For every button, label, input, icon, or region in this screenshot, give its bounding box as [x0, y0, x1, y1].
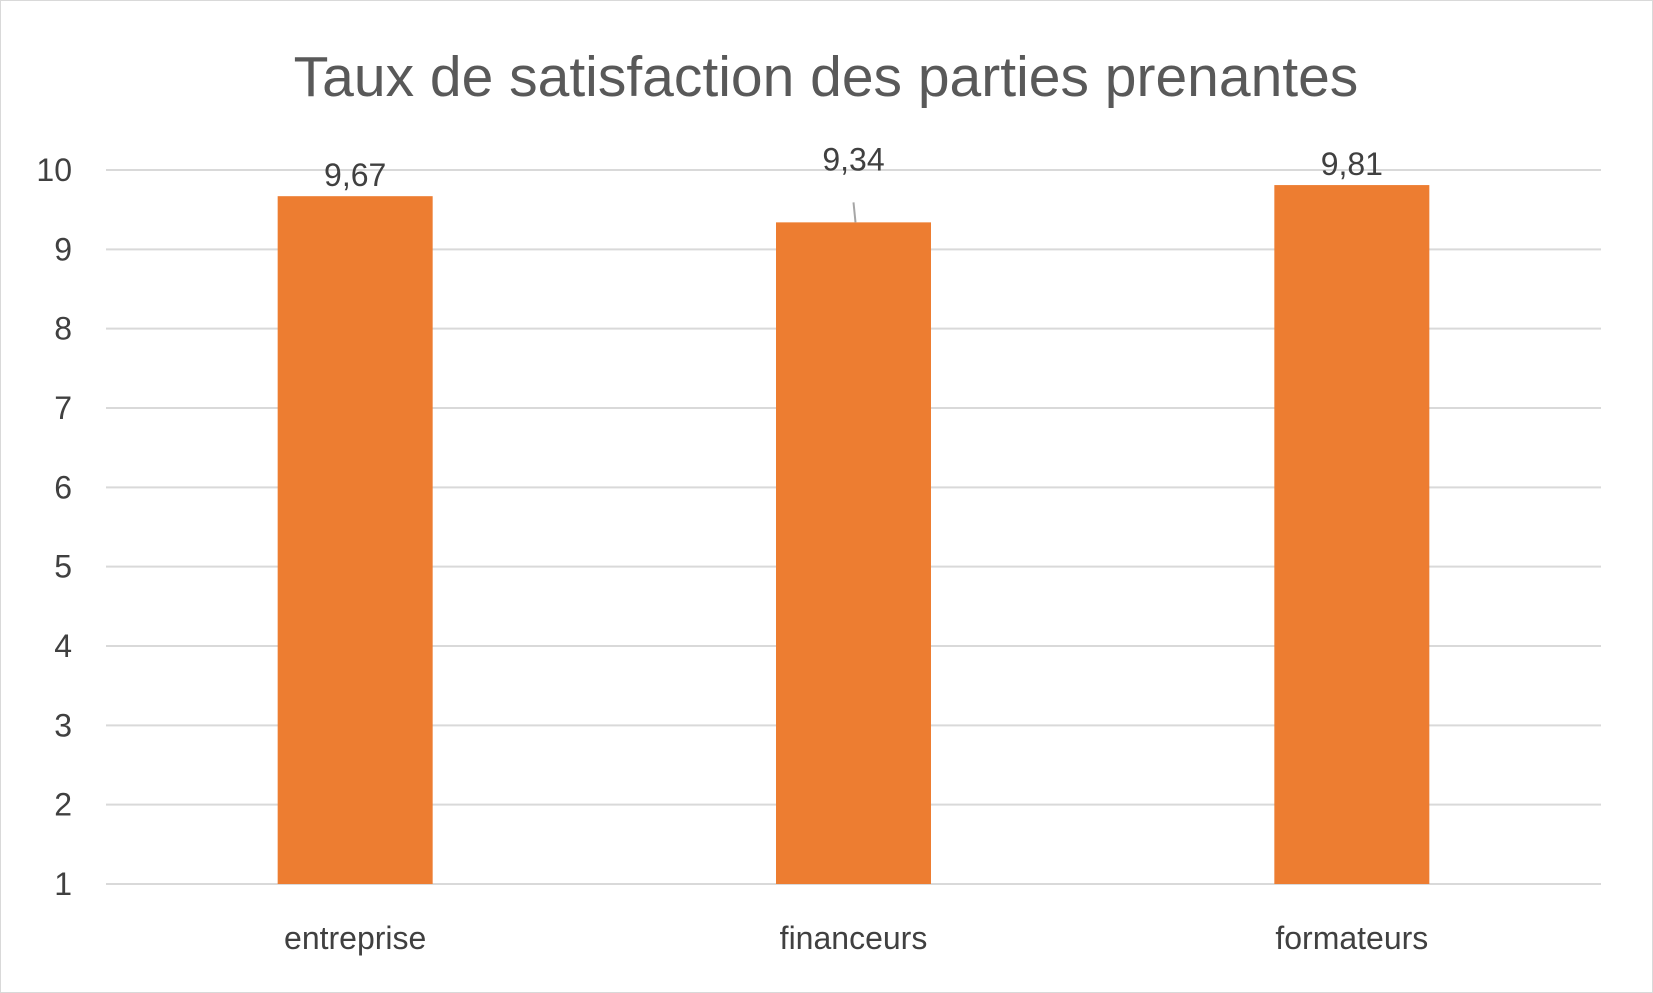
y-tick-label: 1: [54, 866, 72, 902]
y-tick-label: 8: [54, 311, 72, 347]
bar-financeurs: [776, 222, 931, 885]
bar-formateurs: [1274, 185, 1430, 884]
x-axis-category-labels: entreprise financeurs formateurs: [284, 920, 1428, 956]
y-tick-label: 6: [54, 469, 72, 505]
y-tick-label: 9: [54, 231, 72, 267]
data-label-financeurs: 9,34: [822, 141, 884, 177]
bar-entreprise: [277, 196, 433, 884]
x-category-label-formateurs: formateurs: [1275, 920, 1428, 956]
y-tick-label: 3: [54, 707, 72, 743]
y-axis-tick-labels: 1 2 3 4 5 6 7 8 9 10: [36, 152, 72, 902]
chart-title: Taux de satisfaction des parties prenant…: [294, 45, 1359, 109]
data-label-leader-line: [852, 202, 857, 223]
y-tick-label: 2: [54, 787, 72, 823]
y-tick-label: 7: [54, 390, 72, 426]
x-category-label-financeurs: financeurs: [780, 920, 928, 956]
x-category-label-entreprise: entreprise: [284, 920, 426, 956]
y-tick-label: 5: [54, 549, 72, 585]
data-labels: 9,67 9,34 9,81: [324, 141, 1383, 223]
y-tick-label: 4: [54, 628, 72, 664]
bars: [277, 185, 1430, 885]
data-label-formateurs: 9,81: [1321, 146, 1383, 182]
data-label-entreprise: 9,67: [324, 157, 386, 193]
y-tick-label: 10: [36, 152, 72, 188]
